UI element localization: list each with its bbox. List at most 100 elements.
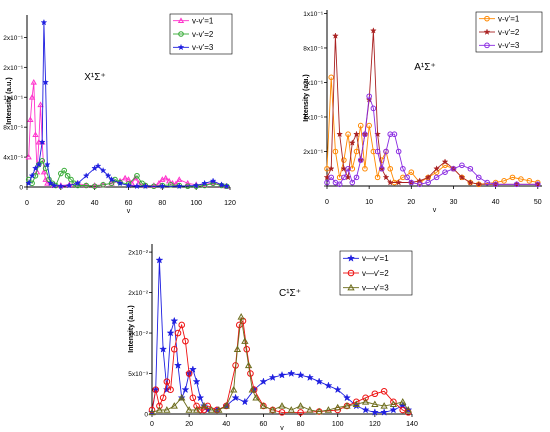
x-tick-label: 60 xyxy=(260,421,268,428)
panel-x-state: 0 20 40 60 80 100 120 0 4x10⁻¹ 8x10⁻¹ 1x10⁻¹ 2x10⁻¹… xyxy=(3,13,236,215)
state-label: C¹Σ⁺ xyxy=(279,288,301,299)
data-point xyxy=(158,182,166,190)
x-tick-label: 0 xyxy=(25,200,29,207)
data-point xyxy=(192,377,201,386)
legend-marker xyxy=(347,283,355,291)
x-axis-label: v xyxy=(433,207,437,214)
data-point xyxy=(467,165,474,172)
data-point xyxy=(68,176,74,183)
series-3 xyxy=(25,18,231,190)
data-point xyxy=(277,370,287,379)
data-point xyxy=(133,182,141,190)
data-point xyxy=(287,369,296,377)
y-axis-label: Intensity (a.u.) xyxy=(6,77,13,124)
data-point xyxy=(333,385,342,394)
data-point xyxy=(218,181,226,188)
data-point xyxy=(155,179,163,186)
data-point xyxy=(441,158,449,165)
data-point xyxy=(155,255,164,264)
data-point xyxy=(341,157,347,163)
data-point xyxy=(185,406,193,413)
data-point xyxy=(240,397,249,406)
data-point xyxy=(182,337,189,345)
data-point xyxy=(353,148,360,155)
data-point xyxy=(380,388,388,395)
x-tick-label: 20 xyxy=(57,200,65,207)
data-point xyxy=(416,181,423,188)
data-point xyxy=(65,181,73,189)
data-point xyxy=(518,176,524,182)
data-point xyxy=(362,394,369,402)
data-point xyxy=(387,165,394,172)
data-point xyxy=(399,406,407,414)
data-point xyxy=(475,180,483,188)
y-tick-label: 1x10⁻¹ xyxy=(303,11,324,18)
data-point xyxy=(374,148,381,155)
data-point xyxy=(121,174,129,181)
data-point xyxy=(287,406,295,413)
data-point xyxy=(408,179,415,186)
data-point xyxy=(178,393,186,401)
x-tick-label: 80 xyxy=(158,200,166,207)
data-point xyxy=(484,179,490,186)
data-point xyxy=(64,172,71,179)
data-point xyxy=(35,160,43,168)
data-point xyxy=(152,386,160,394)
data-point xyxy=(386,178,394,186)
data-point xyxy=(475,174,482,181)
x-tick-label: 0 xyxy=(325,199,329,206)
data-point xyxy=(207,406,216,413)
data-point xyxy=(163,378,171,385)
data-point xyxy=(362,165,368,172)
data-point xyxy=(353,174,360,181)
data-point xyxy=(501,178,507,184)
data-point xyxy=(25,179,33,187)
data-point xyxy=(324,179,330,186)
x-tick-label: 120 xyxy=(369,421,381,428)
data-point xyxy=(99,166,107,174)
y-tick-label: 5x10⁻³ xyxy=(128,371,149,378)
data-point xyxy=(189,394,197,402)
series-line xyxy=(326,96,538,185)
data-point xyxy=(459,162,465,169)
data-point xyxy=(513,181,520,188)
y-tick-label: 8x10⁻¹ xyxy=(303,45,324,52)
legend-marker xyxy=(346,254,356,262)
legend-label: v—v'=1 xyxy=(362,254,389,263)
data-point xyxy=(526,178,533,184)
data-point xyxy=(268,373,277,382)
data-point xyxy=(332,148,339,155)
data-point xyxy=(379,165,385,172)
data-point xyxy=(334,403,342,411)
legend-label: v—v'=2 xyxy=(362,269,389,278)
y-tick-label: 4x10⁻¹ xyxy=(3,155,24,162)
data-point xyxy=(391,131,398,138)
state-label: A¹Σ⁺ xyxy=(414,62,435,73)
data-point xyxy=(40,168,48,175)
series-line xyxy=(28,82,227,187)
data-point xyxy=(166,328,175,337)
data-point xyxy=(259,377,268,386)
y-tick-label: 2x10⁻¹ xyxy=(3,35,24,42)
data-point xyxy=(361,405,370,414)
data-point xyxy=(155,406,164,413)
data-point xyxy=(357,122,364,129)
data-point xyxy=(174,329,182,337)
data-point xyxy=(134,172,140,179)
legend-label: v-v'=1 xyxy=(498,14,520,23)
legend-label: v-v'=2 xyxy=(498,28,520,37)
data-point xyxy=(39,158,46,164)
data-point xyxy=(201,179,209,187)
x-tick-label: 10 xyxy=(365,199,373,206)
data-point xyxy=(176,176,183,182)
data-point xyxy=(42,78,50,86)
x-tick-label: 20 xyxy=(407,199,415,206)
data-point xyxy=(116,179,124,187)
data-point xyxy=(370,408,379,416)
data-point xyxy=(450,165,457,172)
data-point xyxy=(215,406,223,413)
data-point xyxy=(40,18,48,26)
data-point xyxy=(404,406,412,413)
data-point xyxy=(424,173,432,181)
